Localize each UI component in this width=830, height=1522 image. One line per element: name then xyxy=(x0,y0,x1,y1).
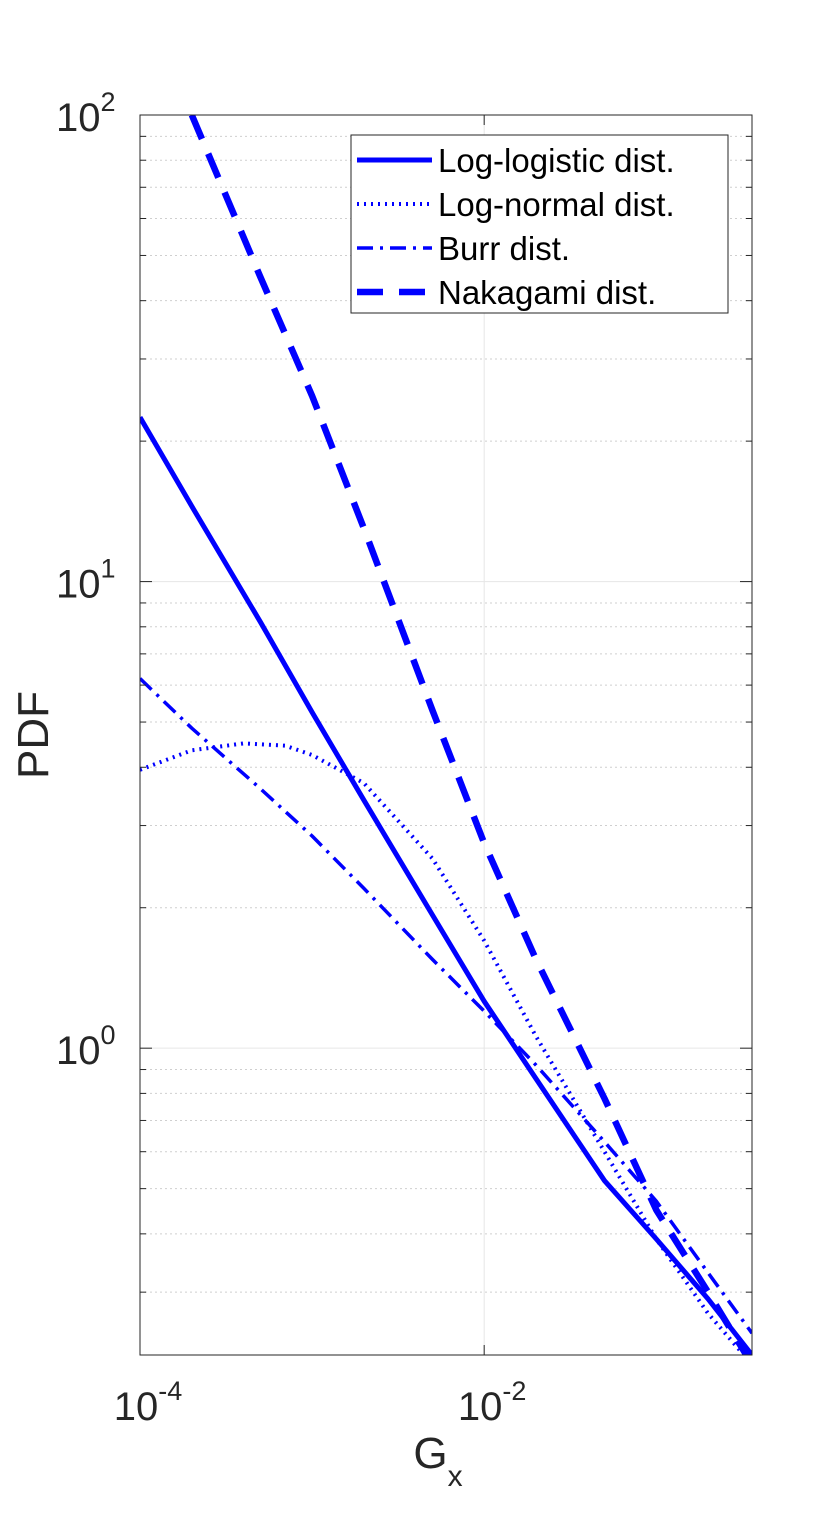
x-tick-label: 10-2 xyxy=(458,1376,527,1429)
series-line-1 xyxy=(140,416,752,1355)
y-axis-label: PDF xyxy=(9,691,58,779)
series-group xyxy=(140,115,752,1355)
x-tick-label: 10-4 xyxy=(114,1376,183,1429)
legend-box xyxy=(350,134,729,314)
y-tick-label: 101 xyxy=(56,554,116,607)
legend-label-3: Burr dist. xyxy=(438,230,570,267)
series-line-3 xyxy=(140,677,752,1335)
plot-area-border xyxy=(139,114,753,1356)
y-tick-label: 100 xyxy=(56,1020,116,1073)
legend-label-1: Log-logistic dist. xyxy=(438,142,675,179)
axis-ticks: 10-4 10-2 100 101 102 xyxy=(56,87,752,1429)
y-tick-label: 102 xyxy=(56,87,116,140)
legend-items: Log-logistic dist. Log-normal dist. Burr d… xyxy=(357,142,675,311)
legend: Log-logistic dist. Log-normal dist. Burr d… xyxy=(350,134,729,314)
x-axis-label: Gx xyxy=(413,1429,462,1493)
legend-label-2: Log-normal dist. xyxy=(438,186,675,223)
legend-label-4: Nakagami dist. xyxy=(438,274,656,311)
series-line-4 xyxy=(188,115,751,1355)
series-line-2 xyxy=(140,741,747,1355)
